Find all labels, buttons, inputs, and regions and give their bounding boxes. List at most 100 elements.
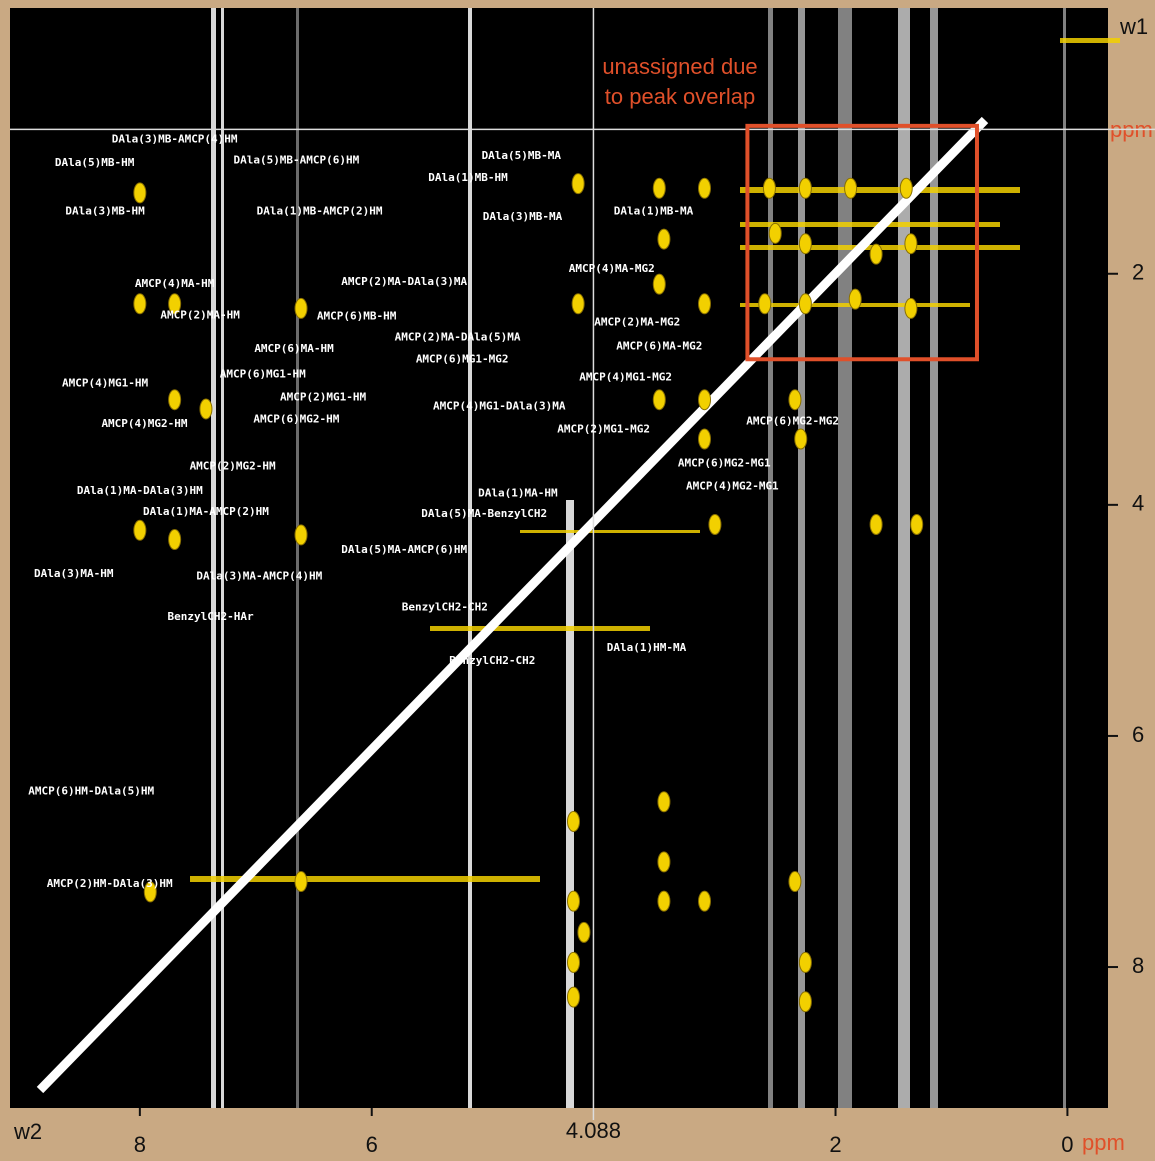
peak-label: DAla(5)MB-MA xyxy=(482,149,562,162)
peak xyxy=(870,514,882,534)
peak xyxy=(169,530,181,550)
peak xyxy=(795,429,807,449)
peak-label: AMCP(4)MG1-HM xyxy=(62,377,148,390)
peak xyxy=(658,792,670,812)
peak-label: AMCP(6)MG1-MG2 xyxy=(416,352,509,365)
peak-label: AMCP(6)MA-MG2 xyxy=(616,340,702,353)
x-unit: ppm xyxy=(1082,1130,1125,1155)
peak-label: AMCP(2)MA-DAla(3)MA xyxy=(341,275,467,288)
peak xyxy=(769,223,781,243)
peak xyxy=(799,234,811,254)
peak-label: AMCP(6)MG2-HM xyxy=(253,412,339,425)
peak xyxy=(295,525,307,545)
peak-label: DAla(3)MB-HM xyxy=(65,204,145,217)
spectrum-view: ppm w1 w2 ppm 862024684.088DAla(3)MB-AMC… xyxy=(0,0,1155,1161)
peak xyxy=(870,244,882,264)
peak-label: DAla(5)MB-AMCP(6)HM xyxy=(233,154,359,167)
peak xyxy=(799,952,811,972)
y-tick-label: 6 xyxy=(1132,722,1144,747)
x-axis-label: w2 xyxy=(13,1119,42,1144)
peak-label: AMCP(6)MG2-MG1 xyxy=(678,456,771,469)
peak xyxy=(900,178,912,198)
peak-label: DAla(3)MB-MA xyxy=(483,210,563,223)
peak xyxy=(905,298,917,318)
peak-label: AMCP(4)MG2-HM xyxy=(101,417,187,430)
peak-label: DAla(3)MB-AMCP(4)HM xyxy=(112,133,238,146)
peak-label: DAla(5)MB-HM xyxy=(55,156,135,169)
peak xyxy=(653,390,665,410)
peak xyxy=(658,891,670,911)
peak xyxy=(658,852,670,872)
peak xyxy=(699,429,711,449)
peak xyxy=(567,987,579,1007)
peak xyxy=(572,294,584,314)
peak-label: AMCP(2)HM-DAla(3)HM xyxy=(47,877,173,890)
peak-label: AMCP(2)MA-DAla(5)MA xyxy=(395,330,521,343)
peak-label: BenzylCH2-CH2 xyxy=(449,654,535,667)
peak-label: DAla(1)MB-AMCP(2)HM xyxy=(257,204,383,217)
peak xyxy=(653,274,665,294)
peak xyxy=(699,390,711,410)
peak-label: BenzylCH2-HAr xyxy=(168,610,254,623)
peak xyxy=(799,992,811,1012)
peak xyxy=(799,294,811,314)
peak xyxy=(905,234,917,254)
peak-label: DAla(1)MA-DAla(3)HM xyxy=(77,484,203,497)
peak xyxy=(169,390,181,410)
peak xyxy=(658,229,670,249)
peak-label: AMCP(6)MG2-MG2 xyxy=(746,415,839,428)
peak xyxy=(134,183,146,203)
peak-label: AMCP(6)MB-HM xyxy=(317,310,397,323)
peak-label: DAla(3)MA-HM xyxy=(34,567,114,580)
peak-label: AMCP(4)MA-MG2 xyxy=(569,262,655,275)
peak xyxy=(653,178,665,198)
peak xyxy=(849,289,861,309)
peak-label: BenzylCH2-CH2 xyxy=(402,601,488,614)
peak xyxy=(295,298,307,318)
peak-label: AMCP(4)MG1-MG2 xyxy=(579,371,672,384)
peak-label: DAla(1)MA-HM xyxy=(478,486,558,499)
peak-label: DAla(5)MA-AMCP(6)HM xyxy=(341,543,467,556)
x-tick-label: 6 xyxy=(366,1132,378,1157)
region-note: to peak overlap xyxy=(605,84,755,109)
peak-label: DAla(1)HM-MA xyxy=(607,641,687,654)
peak-label: AMCP(2)MG1-HM xyxy=(280,390,366,403)
peak-label: AMCP(6)MG1-HM xyxy=(220,367,306,380)
peak-label: AMCP(6)HM-DAla(5)HM xyxy=(28,784,154,797)
peak xyxy=(134,520,146,540)
peak-label: AMCP(4)MG1-DAla(3)MA xyxy=(433,400,566,413)
y-tick-label: 4 xyxy=(1132,491,1144,516)
region-note: unassigned due xyxy=(602,54,757,79)
y-axis-label: w1 xyxy=(1119,14,1148,39)
peak-label: AMCP(4)MG2-MG1 xyxy=(686,479,779,492)
peak xyxy=(578,922,590,942)
x-tick-label: 2 xyxy=(829,1132,841,1157)
peak xyxy=(295,872,307,892)
y-tick-label: 2 xyxy=(1132,260,1144,285)
peak-label: AMCP(2)MA-MG2 xyxy=(594,315,680,328)
peak-label: DAla(1)MA-AMCP(2)HM xyxy=(143,505,269,518)
peak xyxy=(709,514,721,534)
peak-label: DAla(3)MA-AMCP(4)HM xyxy=(196,569,322,582)
peak-label: DAla(5)MA-BenzylCH2 xyxy=(421,507,547,520)
peak xyxy=(567,811,579,831)
y-tick-label: 8 xyxy=(1132,953,1144,978)
peak xyxy=(134,294,146,314)
peak xyxy=(845,178,857,198)
peak xyxy=(200,399,212,419)
peak xyxy=(699,891,711,911)
cursor-x-label: 4.088 xyxy=(566,1118,621,1143)
peak xyxy=(799,178,811,198)
peak-label: DAla(1)MB-MA xyxy=(614,204,694,217)
peak-label: AMCP(6)MA-HM xyxy=(254,342,334,355)
peak-label: AMCP(2)MA-HM xyxy=(160,308,240,321)
peak xyxy=(699,294,711,314)
peak xyxy=(789,872,801,892)
x-tick-label: 8 xyxy=(134,1132,146,1157)
peak xyxy=(567,952,579,972)
peak-label: AMCP(2)MG2-HM xyxy=(190,460,276,473)
peak-label: DAla(1)MB-HM xyxy=(428,171,508,184)
peak xyxy=(911,514,923,534)
peak xyxy=(567,891,579,911)
x-tick-label: 0 xyxy=(1061,1132,1073,1157)
